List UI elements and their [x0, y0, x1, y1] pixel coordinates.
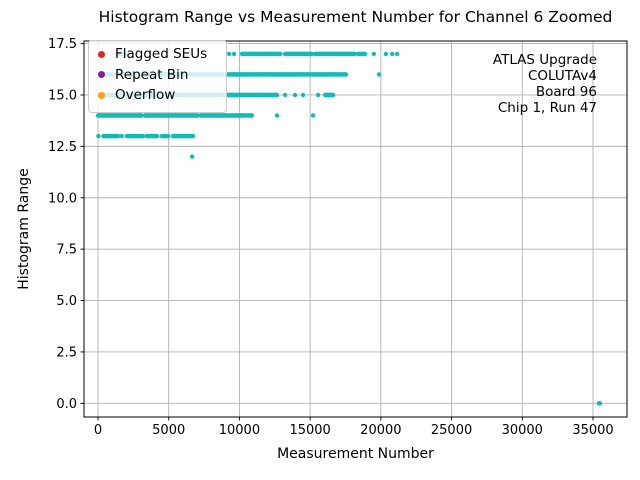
x-tick-label: 10000 — [219, 423, 260, 438]
y-axis-label: Histogram Range — [16, 168, 32, 290]
x-tick-label: 25000 — [431, 423, 472, 438]
x-axis-label: Measurement Number — [277, 446, 434, 462]
y-tick-label: 12.5 — [48, 140, 77, 155]
legend-item-overflow: Overflow — [89, 85, 226, 106]
axes — [80, 40, 628, 421]
x-tick-label: 20000 — [360, 423, 401, 438]
legend-marker-icon — [98, 50, 105, 58]
y-tick-label: 10.0 — [48, 191, 77, 206]
annotation-line: Chip 1, Run 47 — [497, 100, 597, 116]
annotation: ATLAS Upgrade COLUTAv4 Board 96 Chip 1, Run… — [493, 52, 597, 116]
legend: Flagged SEUs Repeat Bin Overflow — [88, 40, 227, 113]
y-tick-label: 7.5 — [56, 243, 77, 258]
legend-label: Flagged SEUs — [115, 46, 208, 63]
x-tick-label: 35000 — [572, 423, 613, 438]
legend-item-flagged-seus: Flagged SEUs — [89, 44, 226, 65]
x-tick-label: 0 — [94, 423, 102, 438]
legend-label: Repeat Bin — [115, 66, 189, 83]
legend-marker-icon — [98, 91, 105, 99]
tick-labels: 0 5000 10000 15000 20000 25000 30000 35000 0.0 2.… — [48, 37, 614, 438]
annotation-line: ATLAS Upgrade — [492, 52, 597, 68]
legend-label: Overflow — [115, 87, 176, 104]
x-tick-label: 30000 — [502, 423, 543, 438]
x-tick-label: 5000 — [152, 423, 185, 438]
grid-lines — [84, 41, 627, 417]
chart-title: Histogram Range vs Measurement Number fo… — [98, 8, 613, 26]
y-tick-label: 15.0 — [48, 88, 77, 103]
y-tick-label: 5.0 — [56, 294, 77, 309]
y-tick-label: 17.5 — [48, 37, 77, 52]
x-tick-label: 15000 — [289, 423, 330, 438]
legend-item-repeat-bin: Repeat Bin — [89, 65, 226, 86]
y-tick-label: 0.0 — [56, 397, 77, 412]
legend-marker-icon — [98, 71, 105, 79]
annotation-line: Board 96 — [535, 84, 597, 100]
annotation-line: COLUTAv4 — [527, 68, 597, 84]
y-tick-label: 2.5 — [56, 345, 77, 360]
